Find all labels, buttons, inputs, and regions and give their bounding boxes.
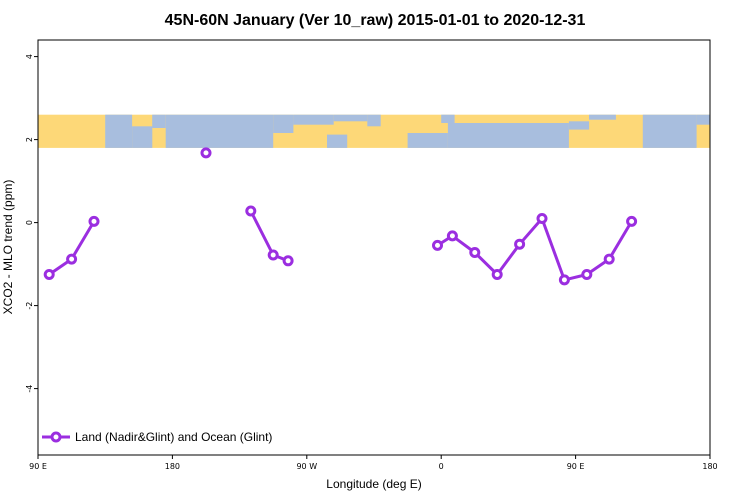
y-tick-label: 2 bbox=[25, 137, 34, 142]
map-ocean-region bbox=[165, 114, 274, 148]
map-ocean-region bbox=[273, 114, 294, 133]
data-point bbox=[446, 230, 458, 242]
map-ocean-region bbox=[568, 121, 590, 130]
world-map-band bbox=[38, 114, 710, 148]
data-point bbox=[88, 215, 100, 227]
data-point bbox=[432, 239, 443, 251]
data-point bbox=[491, 269, 503, 280]
series-layer bbox=[43, 147, 638, 286]
x-tick-label: 90 E bbox=[29, 462, 47, 471]
data-point bbox=[469, 247, 481, 258]
x-tick-label: 0 bbox=[439, 462, 444, 471]
map-ocean-region bbox=[293, 114, 334, 125]
x-tick-label: 180 bbox=[165, 462, 180, 471]
legend-label: Land (Nadir&Glint) and Ocean (Glint) bbox=[75, 430, 272, 444]
map-ocean-region bbox=[441, 114, 455, 123]
chart-title: 45N-60N January (Ver 10_raw) 2015-01-01 … bbox=[165, 12, 586, 29]
x-axis-label: Longitude (deg E) bbox=[326, 477, 421, 491]
map-ocean-region bbox=[407, 133, 448, 148]
legend-point-marker bbox=[50, 431, 62, 443]
data-point bbox=[200, 147, 212, 159]
data-point bbox=[603, 253, 615, 265]
map-ocean-region bbox=[152, 114, 166, 128]
y-tick-label: 4 bbox=[25, 54, 34, 59]
x-axis: 90 E 180 90 W 0 90 E 180 bbox=[29, 455, 718, 471]
data-point bbox=[282, 255, 294, 267]
x-tick-label: 180 bbox=[702, 462, 717, 471]
data-point bbox=[626, 215, 638, 227]
plot-frame bbox=[37, 39, 711, 456]
map-ocean-region bbox=[132, 126, 153, 148]
map-ocean-region bbox=[642, 114, 697, 148]
legend: Land (Nadir&Glint) and Ocean (Glint) bbox=[42, 430, 272, 444]
series-line bbox=[436, 217, 633, 282]
map-ocean-region bbox=[447, 123, 569, 148]
data-point bbox=[267, 249, 279, 261]
series-line bbox=[48, 220, 96, 276]
map-ocean-region bbox=[105, 114, 133, 148]
map-ocean-region bbox=[327, 134, 348, 148]
y-tick-label: -4 bbox=[25, 385, 34, 393]
map-ocean-region bbox=[589, 114, 616, 120]
x-tick-label: 90 W bbox=[296, 462, 317, 471]
data-point bbox=[514, 238, 526, 250]
map-ocean-region bbox=[696, 114, 710, 125]
data-point bbox=[66, 253, 78, 265]
data-point bbox=[43, 269, 55, 280]
y-axis: 4 2 0 -2 -4 bbox=[25, 54, 38, 393]
data-point bbox=[245, 205, 257, 217]
map-ocean-region bbox=[367, 114, 381, 127]
data-point bbox=[558, 274, 570, 286]
x-tick-label: 90 E bbox=[567, 462, 585, 471]
map-ocean-region bbox=[333, 114, 368, 122]
y-tick-label: -2 bbox=[25, 302, 34, 310]
data-point bbox=[581, 269, 593, 280]
y-axis-label: XCO2 - MLO trend (ppm) bbox=[1, 180, 15, 315]
y-tick-label: 0 bbox=[25, 220, 34, 225]
data-point bbox=[536, 213, 548, 224]
